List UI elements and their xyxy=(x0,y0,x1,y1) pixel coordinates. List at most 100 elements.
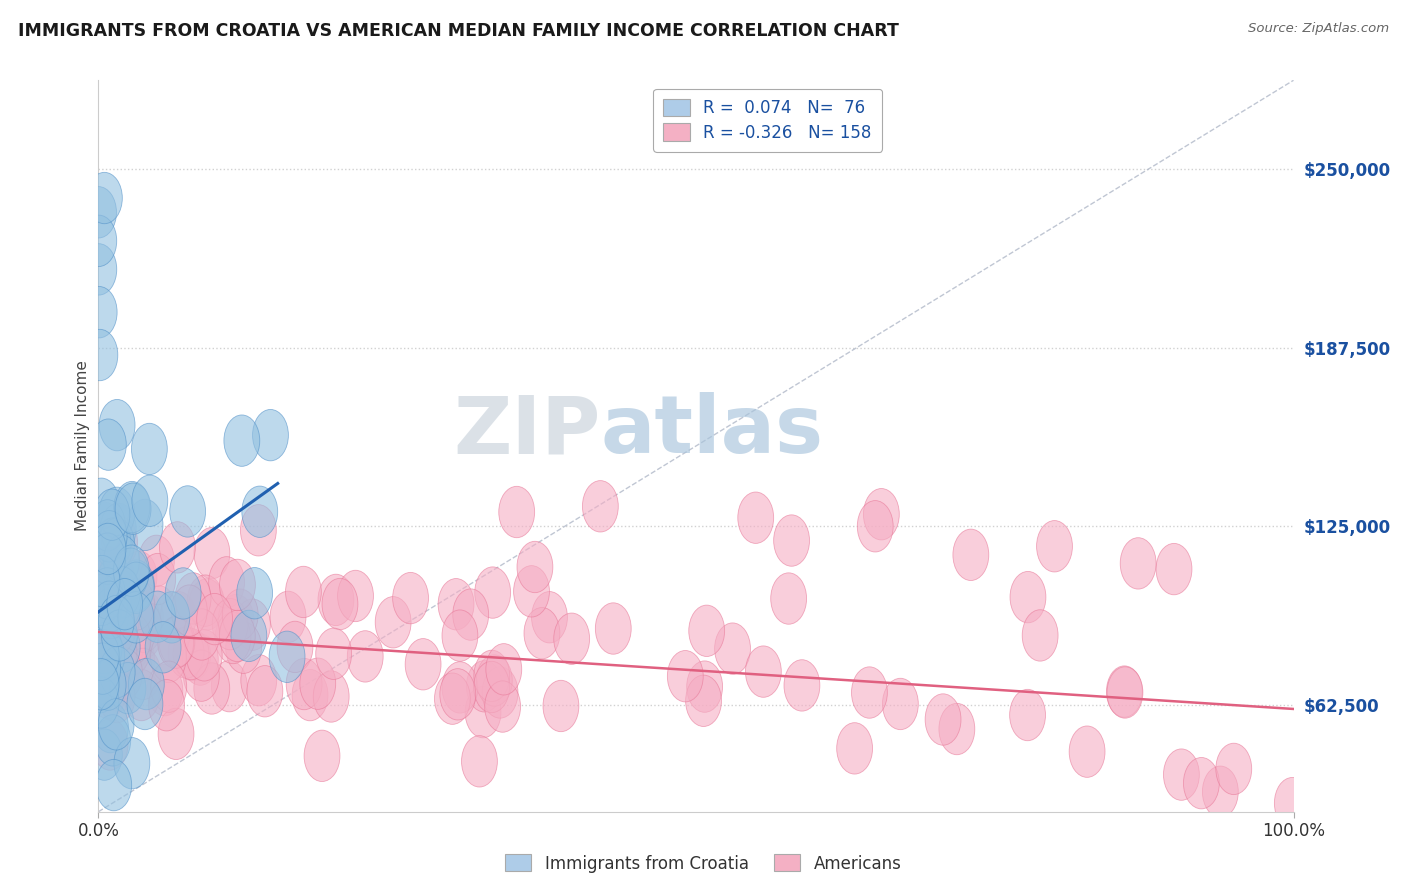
Ellipse shape xyxy=(94,489,129,541)
Ellipse shape xyxy=(837,723,873,774)
Ellipse shape xyxy=(112,589,148,640)
Ellipse shape xyxy=(127,500,163,550)
Ellipse shape xyxy=(247,665,283,717)
Ellipse shape xyxy=(82,329,118,381)
Ellipse shape xyxy=(285,566,322,617)
Ellipse shape xyxy=(86,612,121,663)
Ellipse shape xyxy=(98,698,134,750)
Ellipse shape xyxy=(554,613,589,665)
Ellipse shape xyxy=(115,483,150,534)
Ellipse shape xyxy=(146,665,183,716)
Ellipse shape xyxy=(485,681,520,732)
Ellipse shape xyxy=(107,648,142,699)
Ellipse shape xyxy=(107,621,143,672)
Ellipse shape xyxy=(101,610,138,661)
Ellipse shape xyxy=(114,619,150,671)
Ellipse shape xyxy=(439,579,474,630)
Ellipse shape xyxy=(84,556,120,607)
Text: Source: ZipAtlas.com: Source: ZipAtlas.com xyxy=(1249,22,1389,36)
Ellipse shape xyxy=(668,650,703,702)
Ellipse shape xyxy=(100,647,135,698)
Ellipse shape xyxy=(517,541,553,592)
Ellipse shape xyxy=(125,648,160,699)
Ellipse shape xyxy=(114,545,149,597)
Ellipse shape xyxy=(96,576,132,627)
Ellipse shape xyxy=(93,591,128,643)
Text: ZIP: ZIP xyxy=(453,392,600,470)
Ellipse shape xyxy=(392,573,429,624)
Ellipse shape xyxy=(139,591,176,642)
Ellipse shape xyxy=(1069,726,1105,777)
Ellipse shape xyxy=(117,615,153,666)
Ellipse shape xyxy=(1010,572,1046,623)
Ellipse shape xyxy=(304,731,340,781)
Ellipse shape xyxy=(112,548,149,599)
Ellipse shape xyxy=(132,475,167,526)
Ellipse shape xyxy=(96,518,131,569)
Ellipse shape xyxy=(90,533,125,584)
Ellipse shape xyxy=(1274,778,1310,829)
Ellipse shape xyxy=(100,603,135,655)
Ellipse shape xyxy=(103,595,139,647)
Ellipse shape xyxy=(86,502,122,553)
Ellipse shape xyxy=(82,244,117,295)
Ellipse shape xyxy=(183,634,218,685)
Ellipse shape xyxy=(689,605,724,657)
Ellipse shape xyxy=(104,535,139,586)
Ellipse shape xyxy=(347,631,384,682)
Ellipse shape xyxy=(183,650,219,701)
Ellipse shape xyxy=(82,599,118,651)
Ellipse shape xyxy=(405,639,441,690)
Ellipse shape xyxy=(194,663,229,714)
Ellipse shape xyxy=(86,623,122,673)
Ellipse shape xyxy=(82,603,118,655)
Ellipse shape xyxy=(773,515,810,566)
Ellipse shape xyxy=(83,637,120,689)
Ellipse shape xyxy=(582,481,619,532)
Ellipse shape xyxy=(118,560,155,611)
Ellipse shape xyxy=(686,661,723,713)
Ellipse shape xyxy=(187,630,222,681)
Ellipse shape xyxy=(224,415,260,467)
Ellipse shape xyxy=(114,618,150,669)
Ellipse shape xyxy=(90,667,125,719)
Ellipse shape xyxy=(475,567,510,618)
Ellipse shape xyxy=(139,535,174,587)
Ellipse shape xyxy=(118,591,153,643)
Ellipse shape xyxy=(235,599,270,650)
Ellipse shape xyxy=(82,658,118,709)
Ellipse shape xyxy=(322,578,359,630)
Ellipse shape xyxy=(240,505,277,556)
Ellipse shape xyxy=(316,628,352,680)
Ellipse shape xyxy=(226,622,262,673)
Ellipse shape xyxy=(118,562,155,614)
Ellipse shape xyxy=(83,478,120,530)
Ellipse shape xyxy=(89,630,125,681)
Ellipse shape xyxy=(80,186,117,238)
Ellipse shape xyxy=(90,419,127,470)
Ellipse shape xyxy=(82,215,117,267)
Ellipse shape xyxy=(461,736,498,787)
Ellipse shape xyxy=(236,567,273,619)
Ellipse shape xyxy=(270,591,307,642)
Ellipse shape xyxy=(714,623,751,674)
Ellipse shape xyxy=(93,719,128,770)
Ellipse shape xyxy=(97,593,132,645)
Ellipse shape xyxy=(434,673,471,724)
Ellipse shape xyxy=(187,575,224,626)
Ellipse shape xyxy=(513,566,550,617)
Ellipse shape xyxy=(103,566,139,617)
Ellipse shape xyxy=(314,671,349,723)
Ellipse shape xyxy=(82,558,118,609)
Ellipse shape xyxy=(101,626,136,678)
Ellipse shape xyxy=(219,559,256,611)
Ellipse shape xyxy=(131,424,167,475)
Ellipse shape xyxy=(299,658,336,709)
Ellipse shape xyxy=(93,701,128,753)
Ellipse shape xyxy=(83,658,120,710)
Legend: R =  0.074   N=  76, R = -0.326   N= 158: R = 0.074 N= 76, R = -0.326 N= 158 xyxy=(654,88,882,152)
Ellipse shape xyxy=(127,601,162,652)
Ellipse shape xyxy=(84,657,120,709)
Ellipse shape xyxy=(141,586,177,637)
Ellipse shape xyxy=(208,557,245,608)
